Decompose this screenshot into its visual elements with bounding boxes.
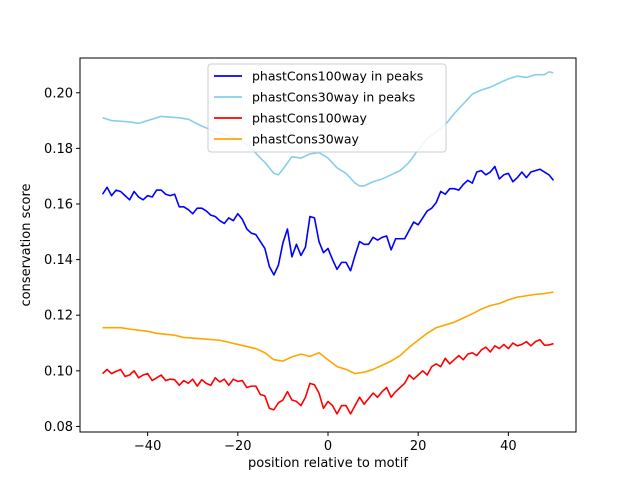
y-axis-ticks: 0.08 0.10 0.12 0.14 0.16 0.18 0.20 (44, 86, 80, 435)
legend-label: phastCons100way in peaks (252, 69, 423, 84)
plot-lines (101, 71, 555, 415)
y-tick-label: 0.10 (44, 364, 73, 379)
legend-box (207, 63, 447, 153)
series-line-1 (102, 71, 554, 187)
series-line-3 (102, 291, 554, 375)
legend-label: phastCons100way (252, 111, 367, 126)
series-line-0 (101, 165, 555, 276)
x-tick-label: −20 (224, 439, 251, 454)
x-tick-label: 40 (500, 439, 517, 454)
legend-label: phastCons30way in peaks (252, 90, 415, 105)
x-tick-label: 0 (324, 439, 332, 454)
y-tick-label: 0.20 (44, 86, 73, 101)
legend: phastCons100way in peaks phastCons30way i… (207, 63, 447, 153)
y-tick-label: 0.14 (44, 253, 73, 268)
y-tick-label: 0.08 (44, 420, 73, 435)
y-tick-label: 0.16 (44, 197, 73, 212)
x-tick-label: 20 (410, 439, 427, 454)
x-tick-label: −40 (134, 439, 161, 454)
y-tick-label: 0.18 (44, 142, 73, 157)
y-axis-label: conservation score (19, 183, 34, 306)
x-axis-ticks: −40 −20 0 20 40 (134, 432, 517, 454)
legend-label: phastCons30way (252, 132, 360, 147)
x-axis-label: position relative to motif (248, 456, 408, 471)
y-tick-label: 0.12 (44, 309, 73, 324)
series-line-2 (102, 338, 554, 415)
